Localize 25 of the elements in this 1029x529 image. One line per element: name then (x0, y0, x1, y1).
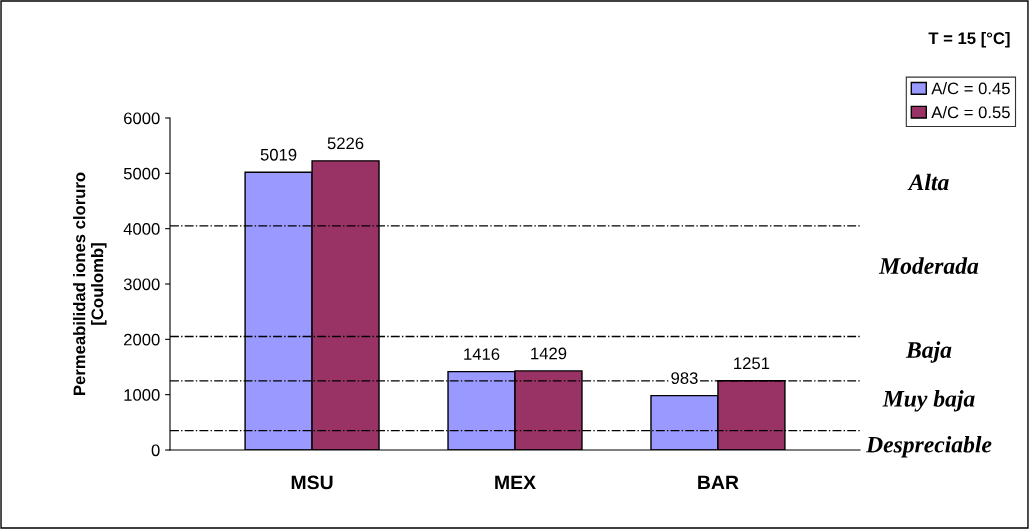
y-tick-label: 1000 (124, 389, 160, 401)
data-label: 983 (671, 372, 698, 384)
text: Moderada (878, 257, 979, 274)
data-label: 1429 (531, 347, 567, 360)
text: Despreciable (865, 435, 992, 458)
text: Muy baja (882, 390, 975, 412)
y-tick-label: 3000 (123, 278, 160, 291)
y-axis-title: Permeabilidad iones cloruro [Coulomb] (73, 172, 107, 395)
y-tick-label: 2000 (124, 333, 160, 346)
y-tick-label: 0 (151, 444, 160, 457)
legend-label: A/C = 0.45 (931, 82, 1010, 95)
legend-label: A/C = 0.55 (931, 105, 1010, 119)
data-label: 1416 (464, 348, 500, 361)
x-tick-label: MEX (495, 475, 536, 490)
x-tick-label: BAR (698, 475, 739, 490)
data-label: 5226 (327, 137, 364, 150)
y-tick-label: 6000 (124, 112, 160, 125)
data-label: 1251 (734, 357, 770, 370)
y-tick-label: 5000 (123, 167, 160, 180)
text: Baja (905, 341, 952, 363)
text: Alta (907, 173, 949, 191)
legend-title: T = 15 [°C] (928, 31, 1010, 48)
data-label: 5019 (260, 148, 297, 161)
x-tick-label: MSU (291, 475, 333, 490)
y-tick-label: 4000 (123, 223, 160, 235)
